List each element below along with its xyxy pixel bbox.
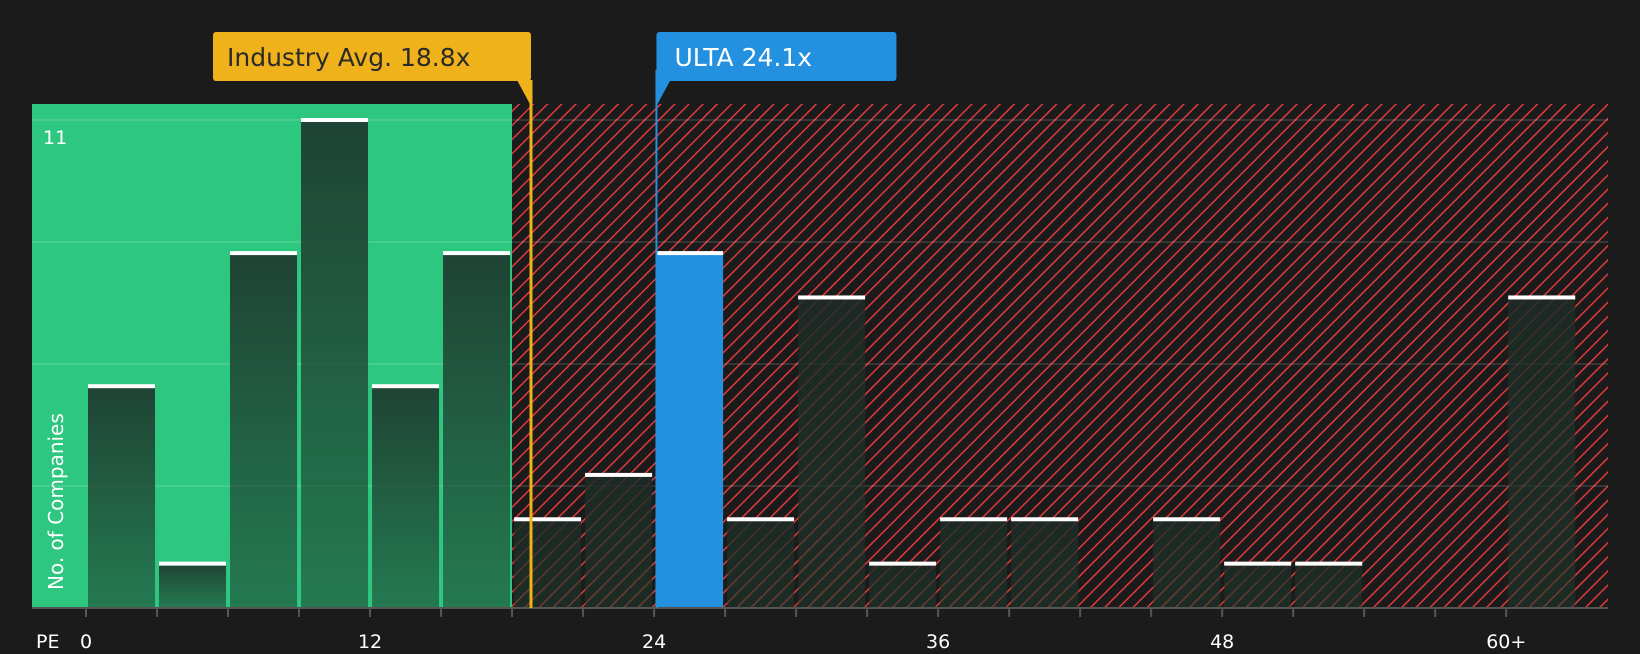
bar-top-marker <box>88 384 156 389</box>
histogram-bar <box>1224 563 1292 608</box>
annotation-box <box>656 32 897 81</box>
bar-top-marker <box>230 251 298 256</box>
histogram-bar <box>1153 519 1221 608</box>
histogram-bar <box>656 253 724 608</box>
bar-top-marker <box>869 561 937 566</box>
histogram-bar <box>1295 563 1363 608</box>
histogram-bar <box>159 563 227 608</box>
histogram-bar <box>88 386 156 608</box>
bar-top-marker <box>443 251 511 256</box>
x-tick-label: 48 <box>1210 631 1234 650</box>
histogram-bar <box>940 519 1008 608</box>
bar-top-marker <box>798 295 866 300</box>
histogram-bar <box>798 297 866 608</box>
bar-top-marker <box>656 251 724 256</box>
histogram-bar <box>869 563 937 608</box>
bar-top-marker <box>372 384 440 389</box>
bar-top-marker <box>940 517 1008 522</box>
bar-top-marker <box>159 561 227 566</box>
bar-top-marker <box>1508 295 1576 300</box>
x-tick-label: 36 <box>926 631 950 650</box>
x-axis-label: PE <box>36 631 59 650</box>
histogram-bar <box>301 120 369 608</box>
histogram-bar <box>372 386 440 608</box>
x-tick-label: 24 <box>642 631 666 650</box>
histogram-bar <box>1011 519 1079 608</box>
bar-top-marker <box>585 472 653 477</box>
bar-top-marker <box>1295 561 1363 566</box>
histogram-bar <box>1508 297 1576 608</box>
y-max-label: 11 <box>43 127 67 149</box>
annotation-label: ULTA 24.1x <box>674 43 812 72</box>
x-tick-label: 0 <box>80 631 92 650</box>
bar-top-marker <box>514 517 582 522</box>
histogram-bar <box>585 474 653 608</box>
x-tick-label: 12 <box>358 631 382 650</box>
histogram-bar <box>443 253 511 608</box>
annotation-pointer <box>656 80 671 106</box>
histogram-bar <box>230 253 298 608</box>
bar-top-marker <box>301 118 369 122</box>
bar-top-marker <box>1011 517 1079 522</box>
bar-top-marker <box>1224 561 1292 566</box>
annotation-box <box>212 32 531 81</box>
bar-top-marker <box>1153 517 1221 522</box>
bar-top-marker <box>727 517 795 522</box>
histogram-bar <box>514 519 582 608</box>
annotation-pointer <box>516 80 531 106</box>
y-axis-label: No. of Companies <box>44 413 68 590</box>
annotation-label: Industry Avg. 18.8x <box>227 43 470 72</box>
histogram-bar <box>727 519 795 608</box>
x-tick-label: 60+ <box>1486 631 1526 650</box>
